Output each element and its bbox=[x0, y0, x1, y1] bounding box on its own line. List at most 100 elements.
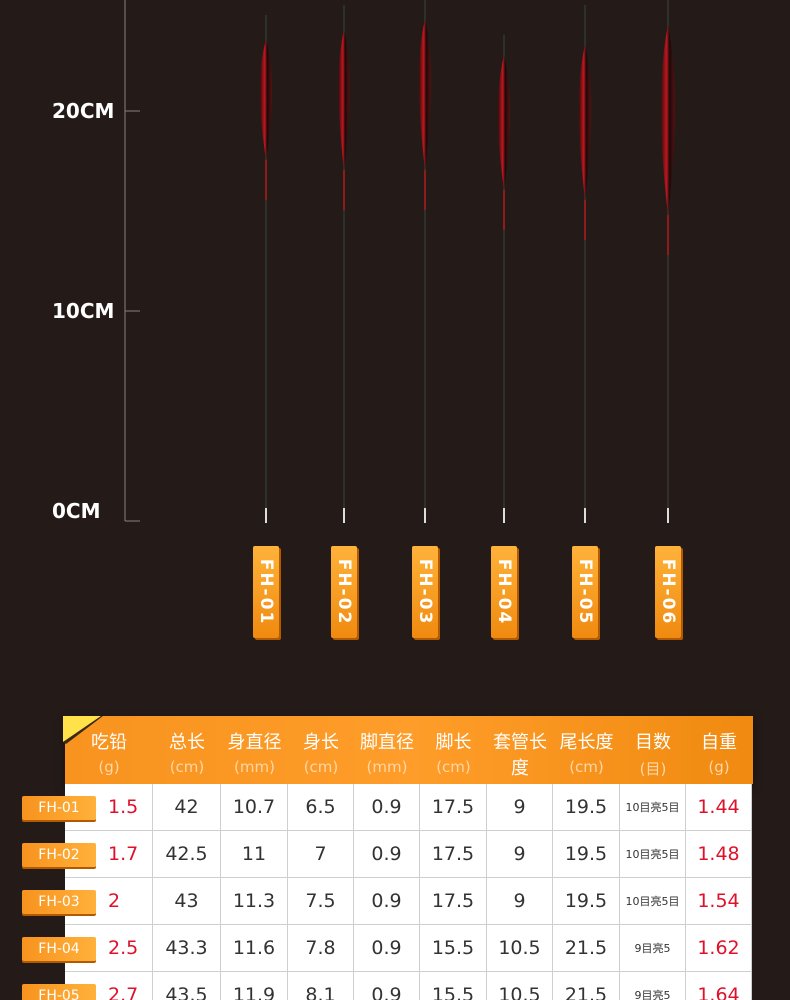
model-tag: FH-04 bbox=[491, 546, 517, 638]
header-name: 脚长 bbox=[435, 732, 472, 753]
table-cell: 19.5 bbox=[553, 831, 620, 878]
row-model-tag: FH-02 bbox=[22, 843, 96, 867]
table-cell: 1.62 bbox=[686, 925, 752, 972]
header-name: 身长 bbox=[303, 732, 339, 753]
header-cell: 身长 (cm) bbox=[288, 728, 354, 776]
model-tag: FH-06 bbox=[655, 546, 681, 638]
table-cell: 17.5 bbox=[420, 831, 487, 878]
table-cell: 11 bbox=[221, 831, 288, 878]
header-name: 脚直径 bbox=[360, 732, 414, 753]
header-cell: 总长 (cm) bbox=[153, 728, 221, 776]
float-part bbox=[260, 40, 272, 160]
table-cell: 42 bbox=[153, 784, 221, 831]
header-cell: 自重 (g) bbox=[686, 728, 752, 776]
model-label: FH-03 bbox=[415, 558, 435, 626]
table-cell: 11.9 bbox=[221, 972, 288, 1000]
header-unit: (cm) bbox=[169, 758, 205, 776]
table-cell: 1.44 bbox=[686, 784, 752, 831]
header-name: 总长 bbox=[169, 732, 205, 753]
header-name: 套管长度 bbox=[493, 732, 547, 779]
header-name: 目数 bbox=[635, 732, 671, 753]
table-cell: 9 bbox=[487, 784, 553, 831]
header-unit: (cm) bbox=[303, 758, 339, 776]
corner-mark bbox=[63, 716, 103, 744]
table-cell: 10.7 bbox=[221, 784, 288, 831]
header-name: 尾长度 bbox=[559, 732, 614, 753]
float-part bbox=[419, 20, 431, 170]
table-cell: 10目亮5目 bbox=[620, 831, 686, 878]
table-cell: 43.3 bbox=[153, 925, 221, 972]
spec-table: 吃铅 (g) 总长 (cm) 身直径 (mm) 身长 (cm) 脚直径 (mm) 脚长 (cm) 套管长… bbox=[0, 716, 790, 1000]
float-part bbox=[498, 55, 510, 190]
table-cell: 11.3 bbox=[221, 878, 288, 925]
table-cell: 9 bbox=[487, 831, 553, 878]
table-cell: 8.1 bbox=[288, 972, 354, 1000]
table-cell: 43.5 bbox=[153, 972, 221, 1000]
float-illustration bbox=[124, 0, 675, 523]
table-cell: 7 bbox=[288, 831, 354, 878]
header-unit: (cm) bbox=[436, 758, 471, 776]
row-model-tag: FH-03 bbox=[22, 890, 96, 914]
model-tag: FH-03 bbox=[412, 546, 438, 638]
table-cell: 2.5 bbox=[65, 925, 153, 972]
table-cell: 11.6 bbox=[221, 925, 288, 972]
model-tag: FH-05 bbox=[572, 546, 598, 638]
table-cell: 0.9 bbox=[354, 972, 420, 1000]
table-cell: 9目亮5 bbox=[620, 972, 686, 1000]
table-cell: 1.64 bbox=[686, 972, 752, 1000]
header-unit: (mm) bbox=[366, 758, 408, 776]
float-part bbox=[338, 30, 350, 170]
table-cell: 6.5 bbox=[288, 784, 354, 831]
table-cell: 0.9 bbox=[354, 878, 420, 925]
model-tag: FH-01 bbox=[253, 546, 279, 638]
table-cell: 1.48 bbox=[686, 831, 752, 878]
header-name: 自重 bbox=[701, 732, 737, 753]
model-label: FH-06 bbox=[658, 558, 678, 626]
table-cell: 15.5 bbox=[420, 972, 487, 1000]
table-cell: 9目亮5 bbox=[620, 925, 686, 972]
table-cell: 19.5 bbox=[553, 784, 620, 831]
table-cell: 10.5 bbox=[487, 972, 553, 1000]
table-cell: 0.9 bbox=[354, 784, 420, 831]
model-label: FH-01 bbox=[256, 558, 276, 626]
table-cell: 43 bbox=[153, 878, 221, 925]
model-tag: FH-02 bbox=[331, 546, 357, 638]
row-model-tag: FH-04 bbox=[22, 937, 96, 961]
header-unit: (cm) bbox=[569, 758, 604, 776]
table-cell: 0.9 bbox=[354, 831, 420, 878]
header-unit: (目) bbox=[639, 760, 667, 778]
ruler-label: 10CM bbox=[52, 299, 115, 323]
header-unit: (g) bbox=[98, 758, 120, 776]
table-cell: 0.9 bbox=[354, 925, 420, 972]
table-cell: 15.5 bbox=[420, 925, 487, 972]
table-cell: 17.5 bbox=[420, 878, 487, 925]
table-cell: 7.8 bbox=[288, 925, 354, 972]
header-unit: (g) bbox=[708, 758, 730, 776]
header-cell: 目数 (目) bbox=[620, 728, 686, 779]
row-model-tag: FH-01 bbox=[22, 796, 96, 820]
table-cell: 9 bbox=[487, 878, 553, 925]
model-label: FH-05 bbox=[575, 558, 595, 626]
header-cell: 脚直径 (mm) bbox=[354, 728, 420, 776]
table-cell: 10目亮5目 bbox=[620, 784, 686, 831]
header-cell: 身直径 (mm) bbox=[221, 728, 288, 776]
float-part bbox=[579, 45, 591, 200]
ruler-label: 20CM bbox=[52, 99, 115, 123]
table-cell: 17.5 bbox=[420, 784, 487, 831]
table-cell: 10目亮5目 bbox=[620, 878, 686, 925]
model-label: FH-02 bbox=[334, 558, 354, 626]
header-cell: 尾长度 (cm) bbox=[553, 728, 620, 776]
model-label: FH-04 bbox=[494, 558, 514, 626]
float-part bbox=[661, 25, 675, 215]
table-cell: 19.5 bbox=[553, 878, 620, 925]
header-name: 身直径 bbox=[227, 732, 282, 753]
header-unit: (mm) bbox=[234, 758, 275, 776]
table-cell: 1.54 bbox=[686, 878, 752, 925]
table-cell: 42.5 bbox=[153, 831, 221, 878]
header-name: 吃铅 bbox=[91, 732, 127, 753]
table-cell: 10.5 bbox=[487, 925, 553, 972]
header-cell: 脚长 (cm) bbox=[420, 728, 487, 776]
table-cell: 21.5 bbox=[553, 972, 620, 1000]
header-cell: 吃铅 (g) bbox=[65, 728, 153, 776]
table-header bbox=[65, 716, 753, 784]
